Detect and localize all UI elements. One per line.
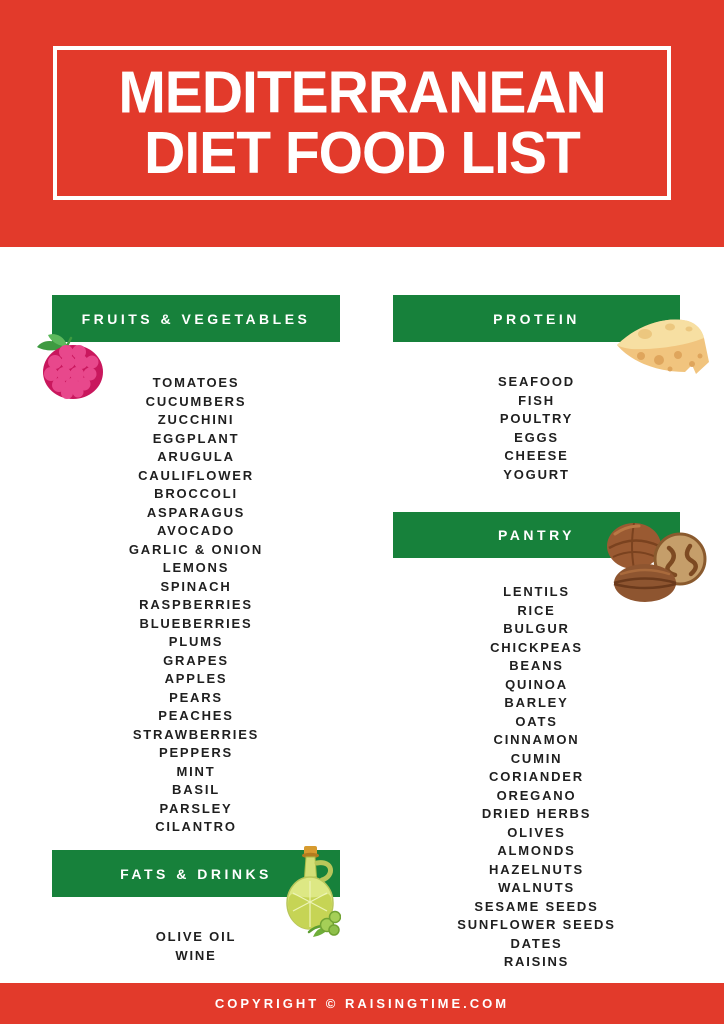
list-item: SUNFLOWER SEEDS: [393, 916, 680, 935]
list-item: CHEESE: [393, 447, 680, 466]
copyright-text: COPYRIGHT © RAISINGTIME.COM: [215, 996, 509, 1011]
title-line-1: MEDITERRANEAN: [118, 63, 605, 123]
list-item: CHICKPEAS: [393, 639, 680, 658]
list-item: BROCCOLI: [52, 485, 340, 504]
section-label: FATS & DRINKS: [120, 866, 272, 882]
list-item: RAISINS: [393, 953, 680, 972]
list-item: DATES: [393, 935, 680, 954]
list-item: PARSLEY: [52, 800, 340, 819]
list-item: OREGANO: [393, 787, 680, 806]
cheese-icon: [612, 314, 714, 382]
list-item: POULTRY: [393, 410, 680, 429]
list-item: ARUGULA: [52, 448, 340, 467]
list-item: ASPARAGUS: [52, 504, 340, 523]
header-band: MEDITERRANEAN DIET FOOD LIST: [0, 0, 724, 247]
list-item: WALNUTS: [393, 879, 680, 898]
list-item: BULGUR: [393, 620, 680, 639]
list-item: OATS: [393, 713, 680, 732]
list-item: GARLIC & ONION: [52, 541, 340, 560]
list-item: OLIVES: [393, 824, 680, 843]
olive-oil-icon: [283, 845, 341, 939]
list-item: RASPBERRIES: [52, 596, 340, 615]
list-item: QUINOA: [393, 676, 680, 695]
section-label: FRUITS & VEGETABLES: [82, 311, 311, 327]
list-item: CILANTRO: [52, 818, 340, 837]
title-border-box: MEDITERRANEAN DIET FOOD LIST: [53, 46, 671, 200]
list-item: EGGPLANT: [52, 430, 340, 449]
list-item: ZUCCHINI: [52, 411, 340, 430]
poster: MEDITERRANEAN DIET FOOD LIST FRUITS & VE…: [0, 0, 724, 1024]
section-label: PANTRY: [498, 527, 575, 543]
page-title: MEDITERRANEAN DIET FOOD LIST: [118, 63, 605, 184]
section-label: PROTEIN: [493, 311, 580, 327]
list-item: STRAWBERRIES: [52, 726, 340, 745]
list-item: CAULIFLOWER: [52, 467, 340, 486]
list-item: SPINACH: [52, 578, 340, 597]
list-item: HAZELNUTS: [393, 861, 680, 880]
list-item: BASIL: [52, 781, 340, 800]
list-item: DRIED HERBS: [393, 805, 680, 824]
list-item: CINNAMON: [393, 731, 680, 750]
food-list-fruits-vegetables: TOMATOESCUCUMBERSZUCCHINIEGGPLANTARUGULA…: [52, 374, 340, 837]
list-item: YOGURT: [393, 466, 680, 485]
title-line-2: DIET FOOD LIST: [118, 123, 605, 183]
list-item: BEANS: [393, 657, 680, 676]
list-item: WINE: [52, 947, 340, 966]
list-item: BARLEY: [393, 694, 680, 713]
list-item: BLUEBERRIES: [52, 615, 340, 634]
raspberry-icon: [34, 334, 108, 400]
list-item: AVOCADO: [52, 522, 340, 541]
list-item: SESAME SEEDS: [393, 898, 680, 917]
footer-band: COPYRIGHT © RAISINGTIME.COM: [0, 983, 724, 1024]
list-item: PEACHES: [52, 707, 340, 726]
list-item: CUMIN: [393, 750, 680, 769]
food-list-pantry: LENTILSRICEBULGURCHICKPEASBEANSQUINOABAR…: [393, 583, 680, 972]
list-item: RICE: [393, 602, 680, 621]
list-item: FISH: [393, 392, 680, 411]
list-item: APPLES: [52, 670, 340, 689]
list-item: CORIANDER: [393, 768, 680, 787]
list-item: MINT: [52, 763, 340, 782]
list-item: ALMONDS: [393, 842, 680, 861]
food-list-protein: SEAFOODFISHPOULTRYEGGSCHEESEYOGURT: [393, 373, 680, 484]
list-item: PEARS: [52, 689, 340, 708]
list-item: LEMONS: [52, 559, 340, 578]
list-item: EGGS: [393, 429, 680, 448]
list-item: PLUMS: [52, 633, 340, 652]
list-item: GRAPES: [52, 652, 340, 671]
list-item: PEPPERS: [52, 744, 340, 763]
walnut-icon: [601, 517, 709, 603]
